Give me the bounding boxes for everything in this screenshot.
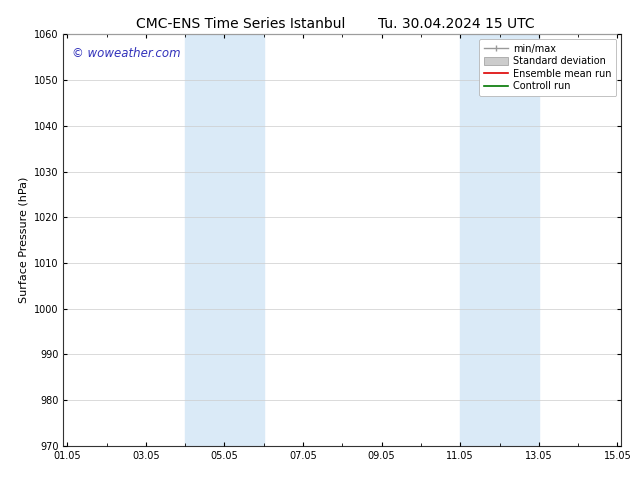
Y-axis label: Surface Pressure (hPa): Surface Pressure (hPa) <box>18 177 29 303</box>
Bar <box>460 34 500 446</box>
Bar <box>500 34 539 446</box>
Text: CMC-ENS Time Series Istanbul: CMC-ENS Time Series Istanbul <box>136 17 346 31</box>
Bar <box>224 34 264 446</box>
Bar <box>185 34 224 446</box>
Text: © woweather.com: © woweather.com <box>72 47 181 60</box>
Legend: min/max, Standard deviation, Ensemble mean run, Controll run: min/max, Standard deviation, Ensemble me… <box>479 39 616 96</box>
Text: Tu. 30.04.2024 15 UTC: Tu. 30.04.2024 15 UTC <box>378 17 535 31</box>
